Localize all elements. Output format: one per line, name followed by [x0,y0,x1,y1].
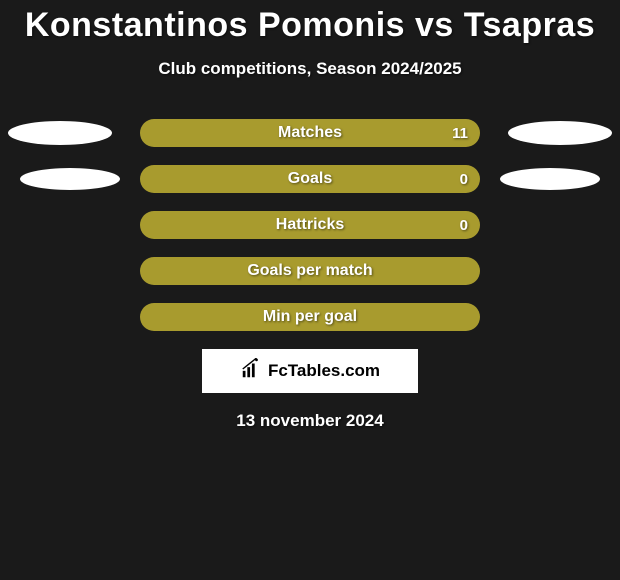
badge-text: FcTables.com [268,361,380,381]
stat-value: 11 [452,125,468,142]
stat-row: Matches 11 [0,119,620,147]
stat-label: Matches [278,124,342,142]
stat-value: 0 [460,171,468,188]
stat-label: Goals per match [247,262,372,280]
stat-bar: Goals 0 [140,165,480,193]
chart-icon [240,358,262,385]
stat-bar: Matches 11 [140,119,480,147]
stat-row: Goals 0 [0,165,620,193]
stat-bar: Goals per match [140,257,480,285]
comparison-infographic: Konstantinos Pomonis vs Tsapras Club com… [0,0,620,580]
source-badge: FcTables.com [202,349,418,393]
stat-bar: Hattricks 0 [140,211,480,239]
stat-row: Hattricks 0 [0,211,620,239]
stat-label: Min per goal [263,308,357,326]
stat-label: Hattricks [276,216,344,234]
stat-bar: Min per goal [140,303,480,331]
left-ellipse [20,168,120,190]
left-ellipse [8,121,112,145]
page-title: Konstantinos Pomonis vs Tsapras [0,0,620,45]
stat-value: 0 [460,217,468,234]
stat-rows: Matches 11 Goals 0 Hattricks 0 Goals per match… [0,119,620,331]
right-ellipse [500,168,600,190]
stat-label: Goals [288,170,332,188]
right-ellipse [508,121,612,145]
stat-row: Min per goal [0,303,620,331]
subtitle: Club competitions, Season 2024/2025 [0,59,620,79]
stat-row: Goals per match [0,257,620,285]
date-text: 13 november 2024 [0,411,620,431]
